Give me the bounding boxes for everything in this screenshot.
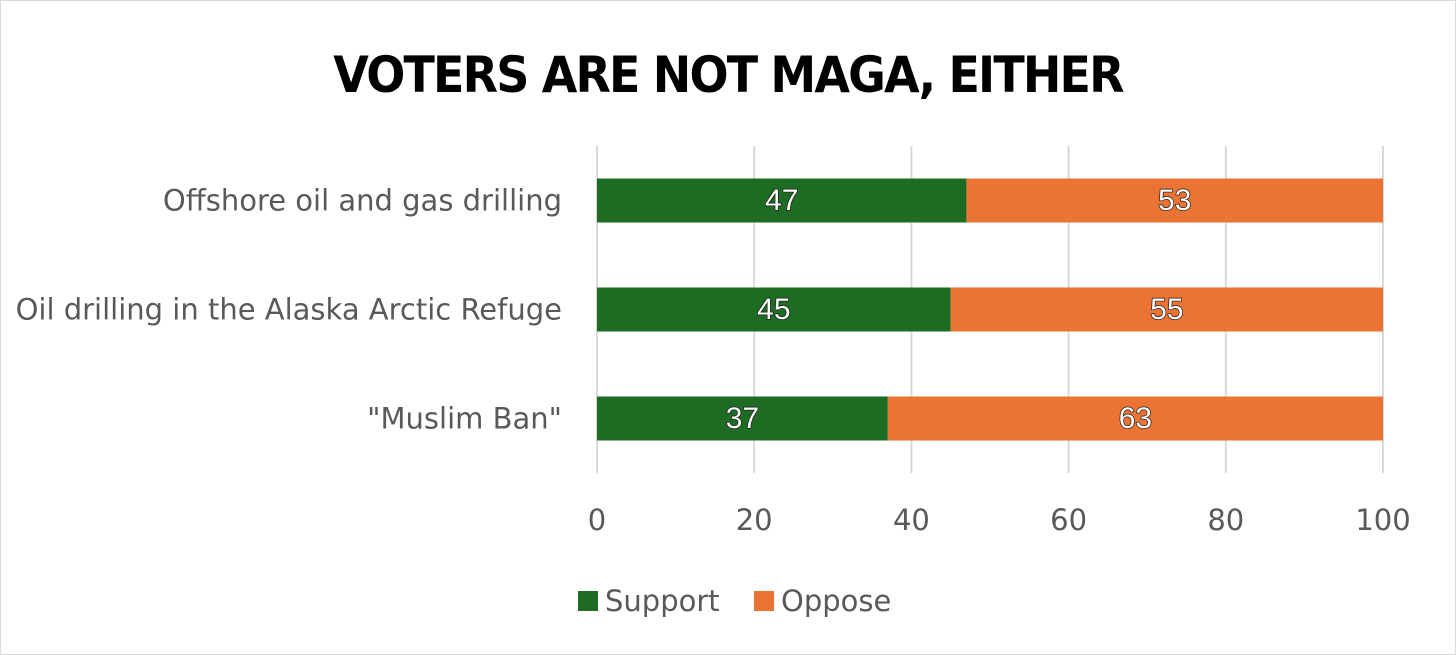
data-label-support-0: 47 (765, 184, 798, 217)
x-tick-label-20: 20 (736, 503, 773, 537)
x-tick-label-100: 100 (1355, 503, 1410, 537)
data-label-support-2: 37 (726, 402, 759, 435)
data-label-support-1: 45 (757, 293, 790, 326)
legend-label-support: Support (605, 584, 720, 618)
category-label-2: "Muslim Ban" (367, 402, 562, 436)
category-label-1: Oil drilling in the Alaska Arctic Refuge (16, 293, 562, 327)
legend-label-oppose: Oppose (781, 584, 891, 618)
bar-oppose-1 (950, 287, 1383, 332)
data-label-oppose-1: 55 (1150, 293, 1183, 326)
bar-support-0 (597, 178, 967, 223)
x-tick-label-40: 40 (893, 503, 930, 537)
data-label-oppose-0: 53 (1158, 184, 1191, 217)
bar-support-2 (597, 396, 888, 441)
bar-oppose-0 (966, 178, 1383, 223)
bar-oppose-2 (887, 396, 1383, 441)
chart-title: VOTERS ARE NOT MAGA, EITHER (333, 46, 1124, 104)
data-label-oppose-2: 63 (1119, 402, 1152, 435)
x-tick-label-60: 60 (1050, 503, 1087, 537)
x-tick-label-0: 0 (588, 503, 606, 537)
bar-support-1 (597, 287, 951, 332)
legend-swatch-support (578, 591, 598, 611)
legend-swatch-oppose (754, 591, 774, 611)
category-label-0: Offshore oil and gas drilling (163, 184, 562, 218)
x-tick-label-80: 80 (1207, 503, 1244, 537)
